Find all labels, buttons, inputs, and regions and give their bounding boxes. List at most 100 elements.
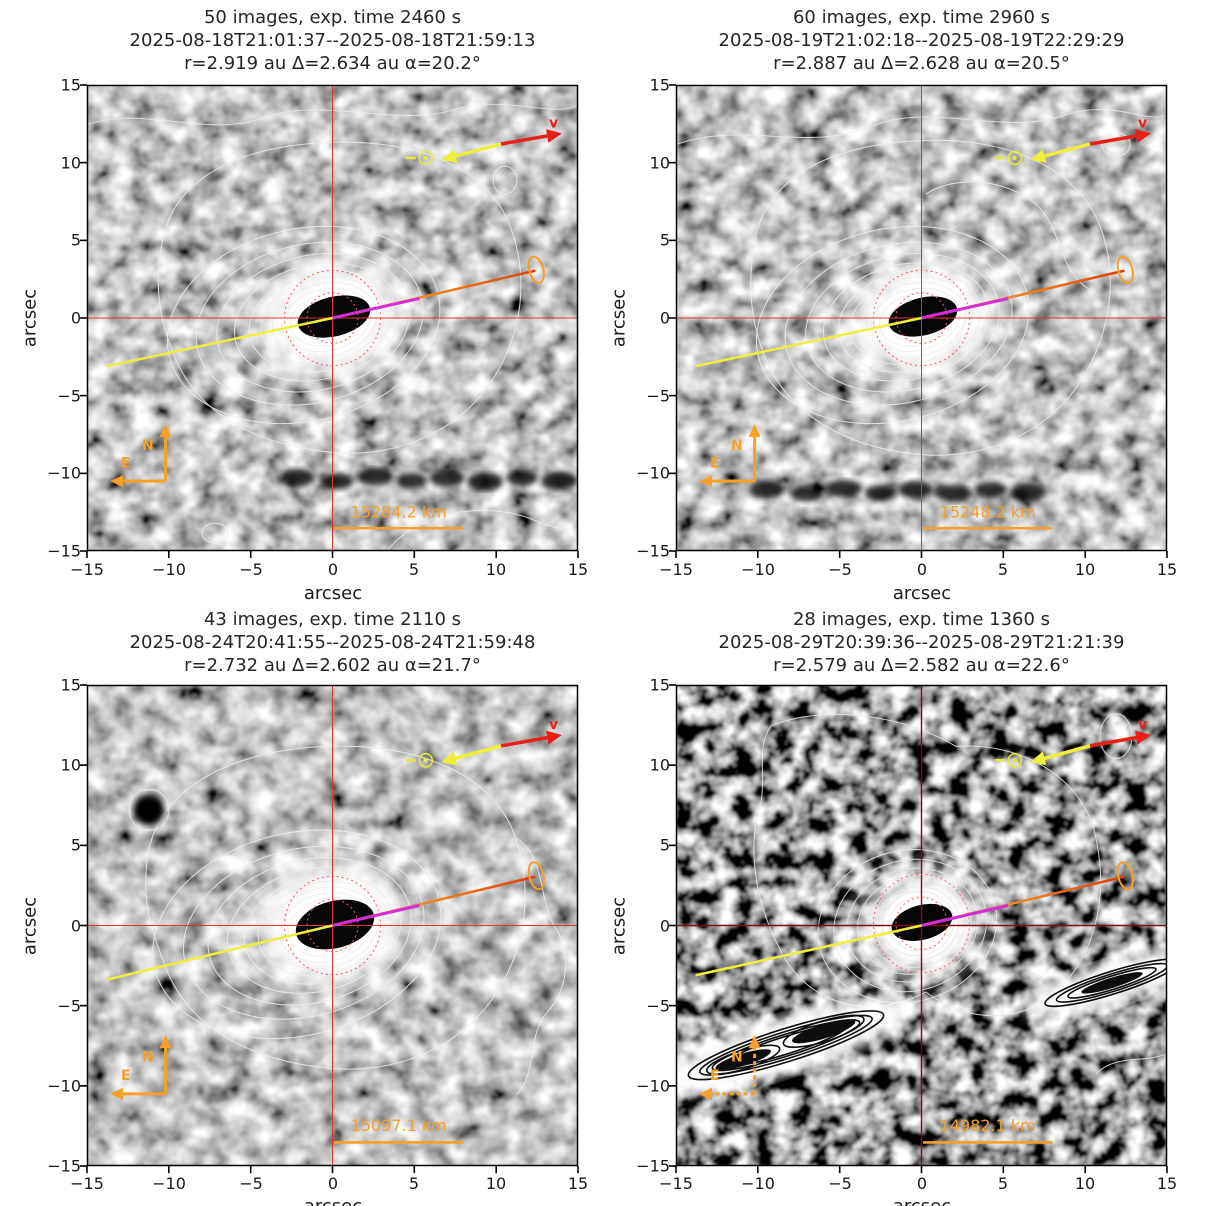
p1-xtick-0: 0	[327, 560, 339, 579]
axes-frame	[675, 684, 1168, 1167]
panel3-title-line1: 43 images, exp. time 2110 s	[203, 609, 462, 630]
p3-xtick-15: 15	[567, 1174, 589, 1193]
panel4-title-line1: 28 images, exp. time 1360 s	[792, 609, 1051, 630]
p1-ytick-m10: −10	[47, 463, 81, 483]
aperture-circles	[873, 269, 970, 367]
tick-marks	[80, 84, 579, 558]
p1-xtick-m15: −15	[70, 560, 104, 579]
p3-xtick-10: 10	[485, 1174, 507, 1193]
velocity-line-magenta	[332, 903, 420, 927]
p4-ytick-15: 15	[649, 675, 670, 695]
p2-ytick-m15: −15	[636, 541, 670, 561]
velocity-arrow-icon	[500, 129, 562, 146]
p1-ytick-15: 15	[60, 75, 81, 95]
panel3-title: 43 images, exp. time 2110 s 2025-08-24T2…	[87, 608, 578, 677]
p4-ytick-5: 5	[659, 835, 670, 855]
p3-ytick-15: 15	[60, 675, 81, 695]
panel4-image: v N E 14982.1 km	[669, 684, 1168, 1174]
sun-icon	[418, 752, 434, 768]
p2-ytick-5: 5	[659, 230, 670, 250]
p1-ytick-m5: −5	[57, 386, 81, 406]
p3-ylabel: arcsec	[19, 896, 41, 956]
p3-ytick-10: 10	[60, 755, 81, 775]
antisolar-line	[106, 316, 333, 368]
p2-ytick-m5: −5	[646, 386, 670, 406]
star-trail-left	[676, 996, 916, 1094]
p4-ytick-m5: −5	[646, 996, 670, 1016]
velocity-line-magenta	[921, 903, 1009, 927]
velocity-arrow-icon	[1089, 129, 1151, 146]
tick-marks	[669, 84, 1168, 558]
panel4-title-line3: r=2.579 au Δ=2.582 au α=22.6°	[773, 655, 1070, 676]
sun-icon	[418, 150, 434, 166]
p4-xtick-m10: −10	[741, 1174, 775, 1193]
velocity-line-magenta	[921, 297, 1009, 320]
p2-xtick-m15: −15	[659, 560, 693, 579]
compass-icon	[699, 1035, 761, 1100]
p2-ytick-0: 0	[659, 308, 670, 328]
antisolar-arrow-icon	[441, 142, 502, 163]
star-trail-right	[1023, 948, 1167, 1018]
p3-ytick-m5: −5	[57, 996, 81, 1016]
sun-icon	[1007, 752, 1023, 768]
sun-icon	[1007, 150, 1023, 166]
panel2-title: 60 images, exp. time 2960 s 2025-08-19T2…	[676, 6, 1167, 75]
p1-xtick-5: 5	[408, 560, 420, 579]
p1-ytick-0: 0	[70, 308, 81, 328]
scale-bar: 14982.1 km	[923, 1116, 1053, 1144]
orbit-ellipse-marker-icon	[1116, 861, 1134, 891]
p1-xlabel: arcsec	[303, 583, 363, 604]
panel1-image: v N E 15284.2 km	[80, 84, 579, 558]
sun-direction-icons: v	[405, 116, 562, 166]
p3-xtick-5: 5	[408, 1174, 420, 1193]
velocity-arrow-icon	[500, 730, 562, 748]
p3-xtick-m5: −5	[239, 1174, 263, 1193]
p2-xtick-m5: −5	[828, 560, 852, 579]
aperture-circles	[284, 875, 381, 976]
compass-icon	[699, 424, 761, 488]
sun-direction-icons: v	[405, 717, 562, 768]
scale-bar-label: 14982.1 km	[940, 1116, 1036, 1135]
p1-ytick-10: 10	[60, 153, 81, 173]
scale-bar: 15248.2 km	[923, 502, 1053, 530]
velocity-label: v	[549, 717, 559, 733]
dark-trail	[749, 479, 1046, 503]
east-label: E	[710, 1068, 720, 1084]
p4-ytick-10: 10	[649, 755, 670, 775]
panel3-image: v N E 15097.1 km	[80, 684, 579, 1174]
scale-bar-label: 15248.2 km	[940, 502, 1036, 521]
p3-xtick-m15: −15	[70, 1174, 104, 1193]
axes-frame	[86, 84, 579, 552]
p1-xtick-15: 15	[567, 560, 589, 579]
north-label: N	[731, 1049, 743, 1065]
p2-ytick-m10: −10	[636, 463, 670, 483]
north-label: N	[142, 438, 154, 454]
velocity-label: v	[1138, 717, 1148, 733]
p4-xtick-5: 5	[997, 1174, 1009, 1193]
p4-xtick-15: 15	[1156, 1174, 1178, 1193]
panel1-title-line1: 50 images, exp. time 2460 s	[203, 7, 462, 28]
p2-xtick-15: 15	[1156, 560, 1178, 579]
p2-ylabel: arcsec	[608, 288, 630, 348]
p4-xtick-10: 10	[1074, 1174, 1096, 1193]
north-label: N	[142, 1049, 154, 1065]
antisolar-line	[695, 924, 922, 977]
p4-ytick-0: 0	[659, 916, 670, 936]
p4-xtick-0: 0	[916, 1174, 928, 1193]
scale-bar: 15097.1 km	[334, 1116, 464, 1144]
p3-ytick-0: 0	[70, 916, 81, 936]
east-label: E	[710, 456, 720, 472]
panel2-title-line1: 60 images, exp. time 2960 s	[792, 7, 1051, 28]
p4-xlabel: arcsec	[893, 1196, 951, 1206]
panel2-image: v N E 15248.2 km	[669, 84, 1168, 558]
p3-xtick-m10: −10	[152, 1174, 186, 1193]
orbit-ellipse-marker-icon	[1116, 255, 1134, 284]
antisolar-arrow-icon	[441, 744, 502, 766]
p2-xtick-0: 0	[916, 560, 928, 579]
scale-bar: 15284.2 km	[334, 502, 464, 530]
tick-marks	[669, 684, 1168, 1174]
p1-xtick-m5: −5	[239, 560, 263, 579]
velocity-line-magenta	[332, 297, 420, 320]
orbit-ellipse-marker-icon	[527, 255, 545, 284]
p1-xtick-m10: −10	[152, 560, 186, 579]
